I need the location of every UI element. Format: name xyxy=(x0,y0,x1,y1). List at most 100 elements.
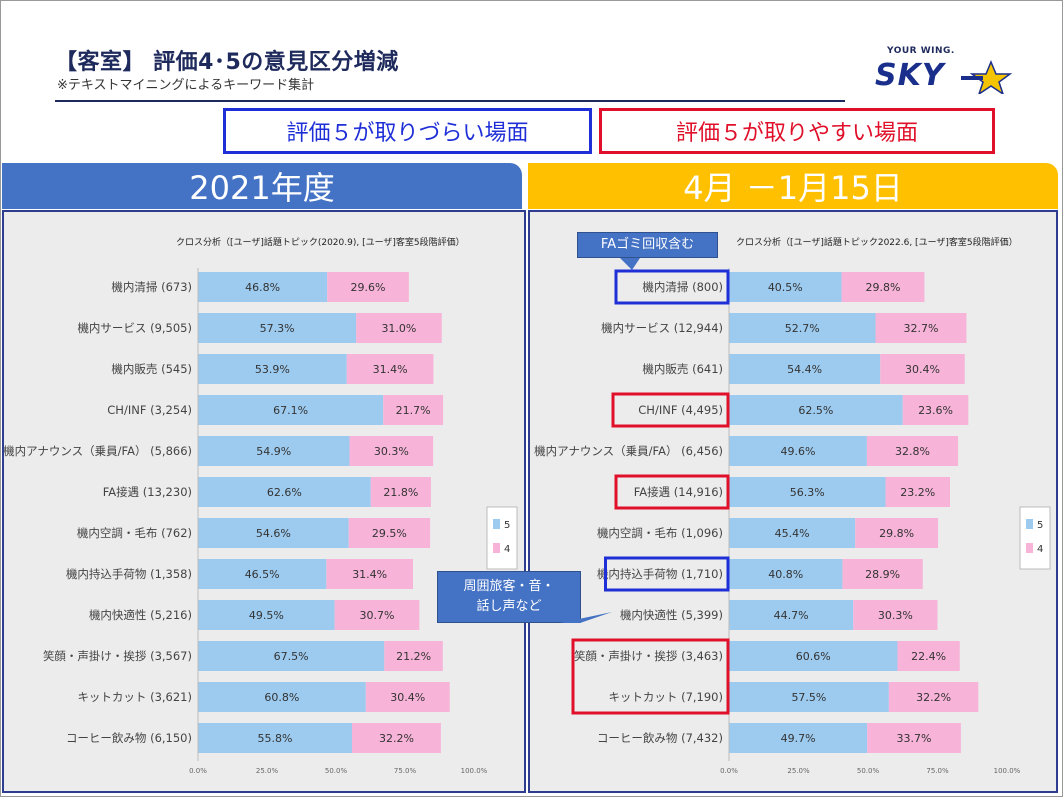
x-tick-label: 75.0% xyxy=(394,767,417,775)
highlight-box-red xyxy=(611,392,730,428)
legend-swatch-5 xyxy=(1026,519,1033,529)
bar-score5 xyxy=(198,559,327,589)
bar-score4 xyxy=(842,559,923,589)
bar-score5 xyxy=(198,354,347,384)
data-label-score5: 52.7% xyxy=(785,322,820,335)
bar-score5 xyxy=(729,272,842,302)
data-label-score5: 54.4% xyxy=(787,363,822,376)
legend-swatch-5 xyxy=(493,519,500,529)
data-label-score5: 46.8% xyxy=(245,281,280,294)
chart-legend: 54 xyxy=(486,506,518,570)
bar-score4 xyxy=(327,272,409,302)
data-label-score4: 33.7% xyxy=(897,732,932,745)
bar-score5 xyxy=(729,313,876,343)
data-label-score4: 32.7% xyxy=(903,322,938,335)
page-subtitle: ※テキストマイニングによるキーワード集計 xyxy=(57,78,315,93)
data-label-score5: 62.6% xyxy=(267,486,302,499)
bar-score4 xyxy=(383,395,444,425)
bar-score5 xyxy=(729,436,867,466)
data-label-score4: 31.4% xyxy=(373,363,408,376)
category-label: 笑顔・声掛け・挨拶 (3,463) xyxy=(574,649,723,663)
data-label-score4: 30.4% xyxy=(905,363,940,376)
category-label: FA接遇 (13,230) xyxy=(103,485,192,499)
category-label: 機内空調・毛布 (762) xyxy=(77,526,192,540)
bar-score5 xyxy=(729,723,868,753)
bar-score5 xyxy=(729,559,843,589)
chart-legend: 54 xyxy=(1019,506,1051,570)
highlight-box-red xyxy=(614,474,730,510)
data-label-score5: 46.5% xyxy=(245,568,280,581)
hard-to-score5-box: 評価５が取りづらい場面 xyxy=(223,108,592,154)
data-label-score4: 30.7% xyxy=(360,609,395,622)
data-label-score5: 40.5% xyxy=(768,281,803,294)
x-tick-label: 50.0% xyxy=(857,767,880,775)
category-label: 機内持込手荷物 (1,358) xyxy=(66,567,192,581)
x-tick-label: 0.0% xyxy=(189,767,207,775)
bar-score4 xyxy=(866,436,959,466)
data-label-score4: 31.4% xyxy=(352,568,387,581)
category-label: 機内清掃 (800) xyxy=(642,280,723,294)
bar-score4 xyxy=(346,354,434,384)
bar-score4 xyxy=(867,723,961,753)
bar-score5 xyxy=(198,641,385,671)
category-label: 機内清掃 (673) xyxy=(111,280,192,294)
data-label-score4: 21.7% xyxy=(396,404,431,417)
bar-score5 xyxy=(198,682,366,712)
bar-score4 xyxy=(885,477,951,507)
data-label-score4: 32.8% xyxy=(895,445,930,458)
category-label: コーヒー飲み物 (6,150) xyxy=(66,731,192,745)
data-label-score4: 29.6% xyxy=(351,281,386,294)
data-label-score5: 40.8% xyxy=(768,568,803,581)
bar-score4 xyxy=(897,641,960,671)
data-label-score5: 54.9% xyxy=(256,445,291,458)
data-label-score4: 32.2% xyxy=(916,691,951,704)
data-label-score4: 29.5% xyxy=(372,527,407,540)
highlight-box-red xyxy=(571,638,730,715)
bar-score4 xyxy=(384,641,443,671)
bar-score5 xyxy=(198,436,350,466)
data-label-score4: 21.2% xyxy=(396,650,431,663)
bar-score4 xyxy=(326,559,414,589)
callout-surroundings: 周囲旅客・音・ 話し声など xyxy=(437,571,581,623)
bar-score5 xyxy=(729,600,854,630)
bar-score4 xyxy=(875,313,967,343)
bar-score5 xyxy=(198,272,328,302)
legend-label-5: 5 xyxy=(1037,520,1043,531)
bar-score5 xyxy=(729,518,856,548)
logo-tagline: YOUR WING. xyxy=(887,46,955,56)
chart-2022: クロス分析（[ユーザ]話題トピック2022.6, [ユーザ]客室5段階評価） 機内… xyxy=(534,236,1051,775)
bar-score4 xyxy=(888,682,979,712)
bar-score4 xyxy=(853,600,938,630)
data-label-score4: 30.3% xyxy=(878,609,913,622)
data-label-score5: 54.6% xyxy=(256,527,291,540)
data-label-score4: 22.4% xyxy=(911,650,946,663)
legend-frame xyxy=(486,506,518,570)
data-label-score5: 60.6% xyxy=(796,650,831,663)
callout-fa-trash: FAゴミ回収含む xyxy=(577,232,718,258)
chart-panel-2022: クロス分析（[ユーザ]話題トピック2022.6, [ユーザ]客室5段階評価） 機内… xyxy=(528,210,1058,793)
category-label: 機内サービス (12,944) xyxy=(601,321,723,335)
x-tick-label: 75.0% xyxy=(926,767,949,775)
bar-score4 xyxy=(855,518,939,548)
category-label: 機内持込手荷物 (1,710) xyxy=(597,567,723,581)
category-label: 機内快適性 (5,216) xyxy=(89,608,192,622)
x-tick-label: 100.0% xyxy=(994,767,1021,775)
callout-line-2: 話し声など xyxy=(476,599,542,614)
x-tick-label: 0.0% xyxy=(720,767,738,775)
category-label: 機内アナウンス（乗員/FA） (6,456) xyxy=(534,444,723,458)
bar-score4 xyxy=(352,723,441,753)
bar-score4 xyxy=(365,682,450,712)
legend-label-5: 5 xyxy=(504,520,510,531)
data-label-score5: 53.9% xyxy=(255,363,290,376)
bar-score4 xyxy=(841,272,925,302)
bar-score5 xyxy=(198,395,384,425)
data-label-score5: 49.7% xyxy=(781,732,816,745)
highlight-box-blue xyxy=(614,269,730,305)
chart-title: クロス分析（[ユーザ]話題トピック2022.6, [ユーザ]客室5段階評価） xyxy=(736,236,1018,248)
highlight-box-blue xyxy=(604,556,730,592)
category-label: CH/INF (3,254) xyxy=(107,403,192,417)
bar-score4 xyxy=(356,313,442,343)
data-label-score5: 45.4% xyxy=(775,527,810,540)
category-label: キットカット (7,190) xyxy=(608,690,723,704)
data-label-score5: 49.5% xyxy=(249,609,284,622)
